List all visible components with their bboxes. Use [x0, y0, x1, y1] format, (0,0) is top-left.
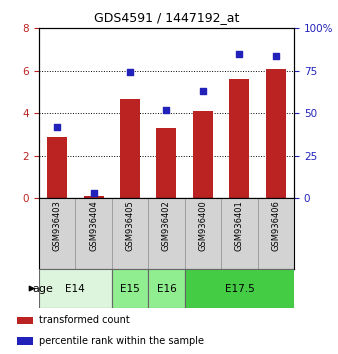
Text: GSM936406: GSM936406	[271, 200, 280, 251]
Text: E16: E16	[156, 284, 176, 293]
Point	[127, 70, 133, 75]
Point	[54, 124, 60, 130]
Point	[273, 53, 279, 58]
Bar	[230, 79, 249, 198]
Text: age: age	[32, 284, 53, 293]
Bar	[185, 269, 294, 308]
Bar	[39, 269, 112, 308]
Bar	[83, 196, 103, 198]
Text: GSM936400: GSM936400	[198, 200, 208, 251]
Bar	[17, 316, 33, 324]
Text: E15: E15	[120, 284, 140, 293]
Bar	[17, 337, 33, 345]
Text: GSM936405: GSM936405	[125, 200, 135, 251]
Text: E14: E14	[66, 284, 85, 293]
Bar	[148, 269, 185, 308]
Title: GDS4591 / 1447192_at: GDS4591 / 1447192_at	[94, 11, 239, 24]
Bar	[47, 137, 67, 198]
Point	[237, 51, 242, 57]
Text: GSM936402: GSM936402	[162, 200, 171, 251]
Bar	[156, 128, 176, 198]
Bar	[193, 111, 213, 198]
Text: GSM936404: GSM936404	[89, 200, 98, 251]
Point	[200, 88, 206, 94]
Text: GSM936403: GSM936403	[53, 200, 62, 251]
Point	[91, 190, 96, 196]
Point	[164, 107, 169, 113]
Bar	[266, 69, 286, 198]
Text: percentile rank within the sample: percentile rank within the sample	[39, 336, 204, 346]
Text: E17.5: E17.5	[224, 284, 254, 293]
Text: GSM936401: GSM936401	[235, 200, 244, 251]
Bar	[112, 269, 148, 308]
Text: transformed count: transformed count	[39, 315, 130, 325]
Bar	[120, 99, 140, 198]
